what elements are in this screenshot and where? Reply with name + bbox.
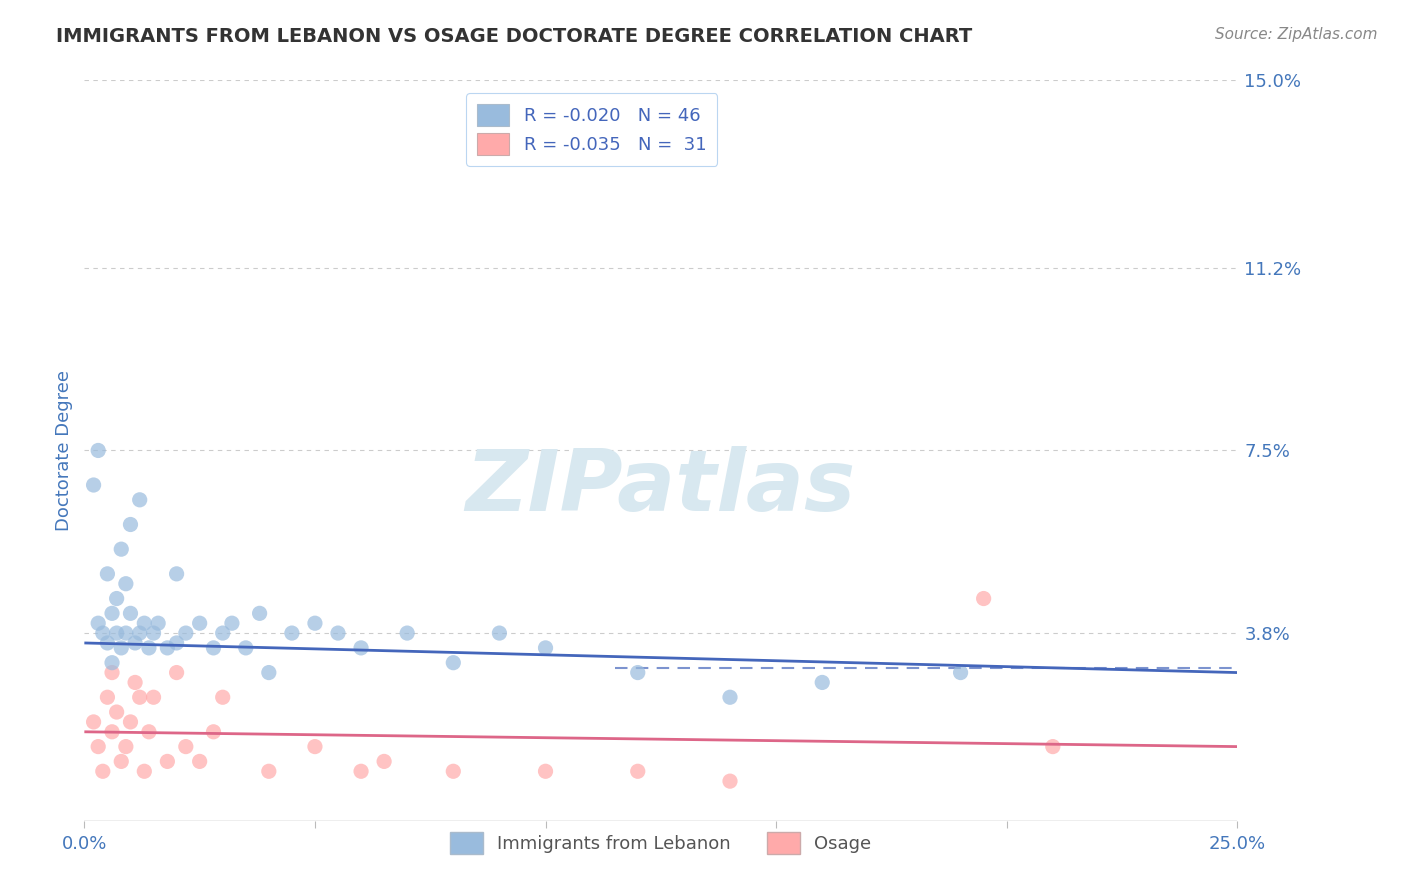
Point: [138, 724, 160, 739]
Point: [87, 616, 110, 631]
Point: [146, 616, 169, 631]
Point: [142, 626, 165, 640]
Point: [166, 636, 188, 650]
Point: [87, 739, 110, 754]
Point: [110, 755, 132, 769]
Point: [96, 566, 118, 581]
Text: IMMIGRANTS FROM LEBANON VS OSAGE DOCTORATE DEGREE CORRELATION CHART: IMMIGRANTS FROM LEBANON VS OSAGE DOCTORA…: [56, 27, 973, 45]
Y-axis label: Doctorate Degree: Doctorate Degree: [55, 370, 73, 531]
Point: [91, 626, 114, 640]
Point: [96, 636, 118, 650]
Point: [202, 724, 225, 739]
Point: [156, 640, 179, 655]
Point: [973, 591, 995, 606]
Point: [188, 755, 211, 769]
Point: [134, 616, 156, 631]
Point: [174, 739, 197, 754]
Point: [124, 636, 146, 650]
Point: [105, 626, 128, 640]
Point: [304, 739, 326, 754]
Point: [488, 626, 510, 640]
Point: [134, 764, 156, 779]
Point: [949, 665, 972, 680]
Point: [166, 665, 188, 680]
Point: [83, 478, 105, 492]
Point: [120, 517, 142, 532]
Point: [281, 626, 304, 640]
Text: Source: ZipAtlas.com: Source: ZipAtlas.com: [1215, 27, 1378, 42]
Point: [326, 626, 349, 640]
Point: [235, 640, 257, 655]
Point: [115, 576, 138, 591]
Point: [174, 626, 197, 640]
Point: [142, 690, 165, 705]
Point: [441, 656, 464, 670]
Point: [128, 626, 150, 640]
Point: [718, 774, 741, 789]
Point: [83, 714, 105, 729]
Point: [105, 705, 128, 719]
Point: [110, 542, 132, 557]
Point: [105, 591, 128, 606]
Point: [257, 665, 280, 680]
Point: [304, 616, 326, 631]
Point: [350, 764, 373, 779]
Point: [156, 755, 179, 769]
Point: [87, 443, 110, 458]
Point: [124, 675, 146, 690]
Point: [202, 640, 225, 655]
Point: [188, 616, 211, 631]
Point: [534, 764, 557, 779]
Point: [101, 656, 124, 670]
Point: [91, 764, 114, 779]
Text: ZIPatlas: ZIPatlas: [465, 446, 856, 529]
Point: [110, 640, 132, 655]
Point: [249, 607, 271, 621]
Point: [120, 607, 142, 621]
Point: [627, 665, 650, 680]
Point: [221, 616, 243, 631]
Point: [101, 665, 124, 680]
Point: [120, 714, 142, 729]
Point: [101, 724, 124, 739]
Point: [211, 626, 233, 640]
Point: [811, 675, 834, 690]
Point: [211, 690, 233, 705]
Point: [350, 640, 373, 655]
Legend: Immigrants from Lebanon, Osage: Immigrants from Lebanon, Osage: [441, 823, 880, 863]
Point: [441, 764, 464, 779]
Point: [534, 640, 557, 655]
Point: [166, 566, 188, 581]
Point: [257, 764, 280, 779]
Point: [718, 690, 741, 705]
Point: [96, 690, 118, 705]
Point: [101, 607, 124, 621]
Point: [128, 690, 150, 705]
Point: [138, 640, 160, 655]
Point: [396, 626, 419, 640]
Point: [115, 626, 138, 640]
Point: [1042, 739, 1064, 754]
Point: [373, 755, 395, 769]
Point: [115, 739, 138, 754]
Point: [128, 492, 150, 507]
Point: [627, 764, 650, 779]
